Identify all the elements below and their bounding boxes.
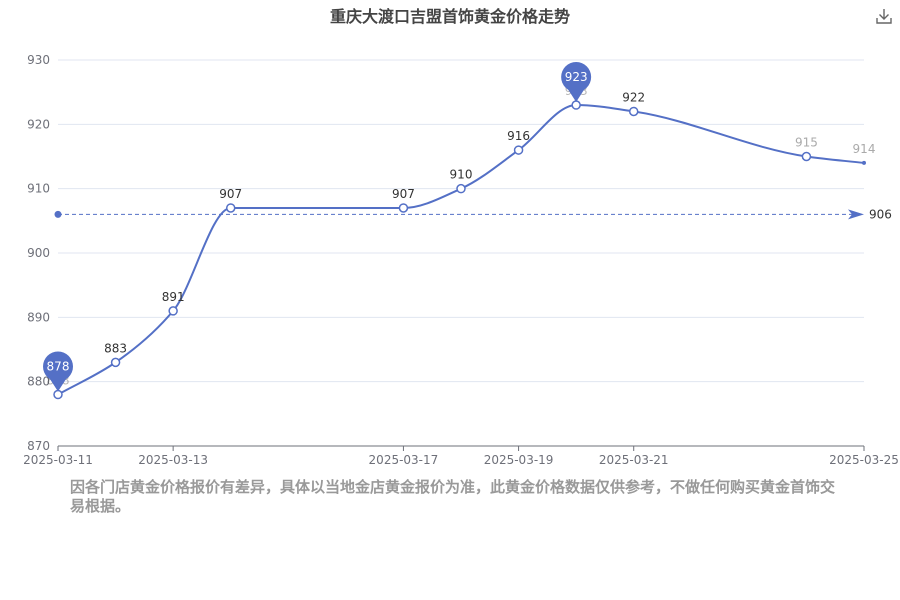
y-tick-label: 900: [27, 246, 50, 260]
max-pin-label: 923: [565, 70, 588, 84]
average-line-start: [54, 210, 62, 218]
y-tick-label: 920: [27, 117, 50, 131]
y-tick-label: 910: [27, 182, 50, 196]
data-point: [53, 389, 63, 400]
data-point: [513, 145, 524, 155]
average-line-label: 906: [869, 207, 892, 221]
data-label: 907: [219, 187, 242, 201]
y-tick-label: 880: [27, 375, 50, 389]
x-tick-label: 2025-03-17: [369, 453, 439, 467]
max-pin: [561, 62, 592, 93]
x-tick-label: 2025-03-13: [138, 453, 208, 467]
data-label: 907: [392, 187, 415, 201]
data-label: 915: [795, 136, 818, 150]
average-line-arrow: [848, 209, 864, 220]
data-point: [571, 100, 581, 110]
data-point: [168, 306, 178, 316]
data-point: [225, 203, 236, 213]
x-tick-label: 2025-03-11: [23, 453, 93, 467]
x-tick-label: 2025-03-21: [599, 453, 669, 467]
data-label: 910: [450, 168, 473, 182]
data-point: [456, 183, 466, 194]
data-label: 891: [162, 290, 185, 304]
data-label: 914: [853, 142, 876, 156]
disclaimer-note: 因各门店黄金价格报价有差异，具体以当地金店黄金报价为准，此黄金价格数据仅供参考，…: [70, 478, 836, 515]
chart-title: 重庆大渡口吉盟首饰黄金价格走势: [329, 7, 570, 26]
data-label: 916: [507, 129, 530, 143]
x-tick-label: 2025-03-25: [829, 453, 899, 467]
data-point: [110, 357, 121, 368]
data-label: 883: [104, 341, 127, 355]
data-point: [862, 160, 866, 165]
y-tick-label: 930: [27, 53, 50, 67]
series-line: [57, 104, 865, 396]
line-chart: 870 880 890 900 910 920 930 2025-03-11 2025-03-1…: [23, 53, 899, 467]
y-tick-label: 890: [27, 310, 50, 324]
min-pin: [43, 351, 73, 382]
x-tick-label: 2025-03-19: [484, 453, 554, 467]
download-icon[interactable]: [874, 6, 894, 26]
min-pin-label: 878: [47, 360, 70, 374]
data-point: [398, 203, 409, 213]
min-pin-tail: [49, 377, 67, 392]
data-point: [628, 106, 639, 117]
data-label: 922: [622, 90, 645, 104]
max-pin-tail: [567, 88, 586, 103]
y-tick-label: 870: [27, 439, 50, 453]
data-point: [801, 151, 812, 162]
